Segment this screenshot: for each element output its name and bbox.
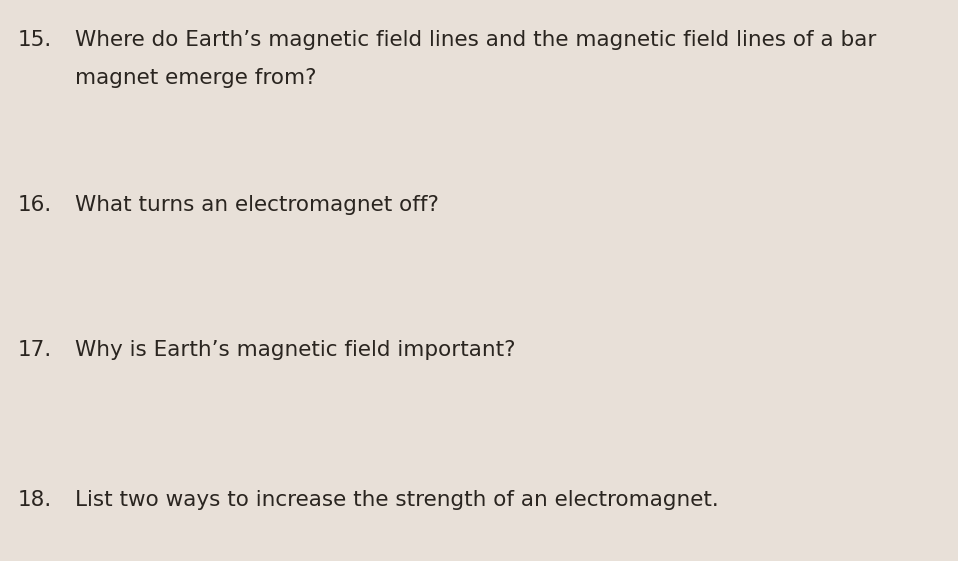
Text: 18.: 18. [18,490,53,510]
Text: magnet emerge from?: magnet emerge from? [75,68,316,88]
Text: 15.: 15. [18,30,53,50]
Text: What turns an electromagnet off?: What turns an electromagnet off? [75,195,439,215]
Text: Why is Earth’s magnetic field important?: Why is Earth’s magnetic field important? [75,340,515,360]
Text: Where do Earth’s magnetic field lines and the magnetic field lines of a bar: Where do Earth’s magnetic field lines an… [75,30,877,50]
Text: 16.: 16. [18,195,53,215]
Text: 17.: 17. [18,340,53,360]
Text: List two ways to increase the strength of an electromagnet.: List two ways to increase the strength o… [75,490,719,510]
